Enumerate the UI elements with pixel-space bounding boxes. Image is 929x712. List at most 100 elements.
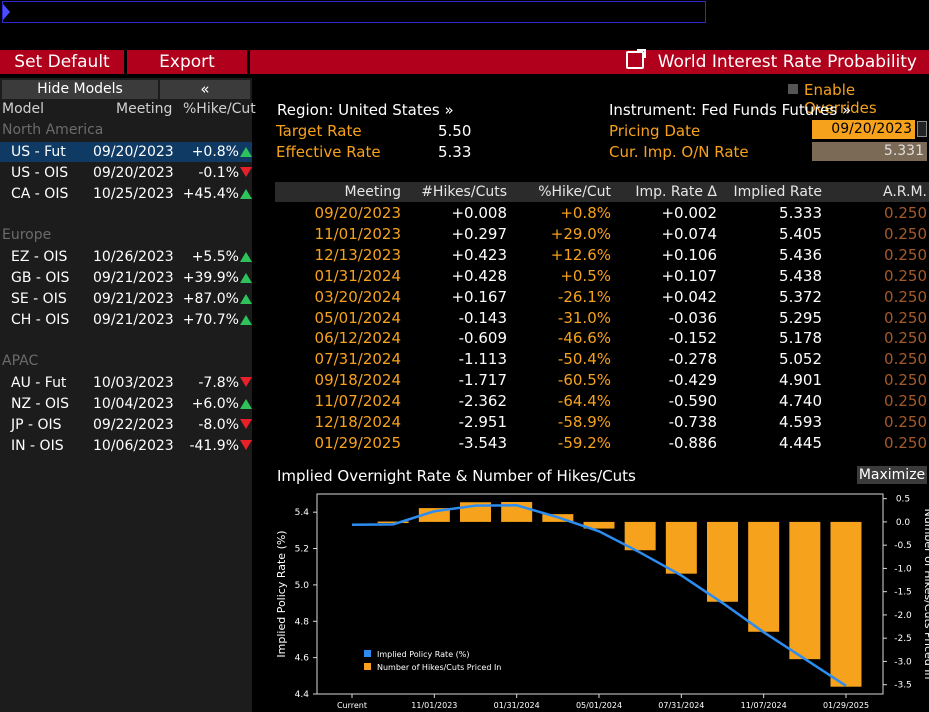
x-tick-label: 11/07/2024: [741, 701, 787, 710]
cell-implied-rate: 5.436: [779, 245, 822, 264]
model-pct: -7.8%: [198, 373, 252, 393]
model-name: JP - OIS: [11, 417, 62, 433]
table-row[interactable]: 12/18/2024 -2.951 -58.9% -0.738 4.593 0.250: [275, 412, 929, 433]
up-arrow-icon: [240, 252, 252, 262]
model-meeting: 09/21/2023: [93, 291, 174, 307]
model-row[interactable]: AU - Fut 10/03/2023 -7.8%: [0, 373, 252, 393]
table-row[interactable]: 11/01/2023 +0.297 +29.0% +0.074 5.405 0.250: [275, 224, 929, 245]
cell-rate-delta: -0.738: [668, 413, 717, 431]
external-link-icon[interactable]: [625, 49, 646, 69]
col-implied-rate[interactable]: Implied Rate: [733, 184, 822, 200]
table-row[interactable]: 11/07/2024 -2.362 -64.4% -0.590 4.740 0.250: [275, 391, 929, 412]
bar: [624, 521, 656, 551]
cell-rate-delta: +0.042: [661, 287, 717, 306]
collapse-panel-button[interactable]: «: [160, 80, 250, 99]
cell-implied-rate: 4.445: [779, 433, 822, 452]
table-row[interactable]: 12/13/2023 +0.423 +12.6% +0.106 5.436 0.250: [275, 245, 929, 266]
enable-overrides-checkbox[interactable]: [788, 84, 798, 94]
model-row[interactable]: IN - OIS 10/06/2023 -41.9%: [0, 436, 252, 456]
cell-pct: +0.8%: [560, 204, 611, 222]
cell-meeting: 09/18/2024: [314, 371, 401, 390]
window-title: World Interest Rate Probability: [625, 49, 917, 74]
cell-meeting: 01/31/2024: [314, 266, 401, 285]
x-tick-label: 01/31/2024: [494, 701, 540, 710]
table-row[interactable]: 06/12/2024 -0.609 -46.6% -0.152 5.178 0.250: [275, 328, 929, 349]
down-arrow-icon: [240, 167, 252, 177]
table-row[interactable]: 09/20/2023 +0.008 +0.8% +0.002 5.333 0.250: [275, 203, 929, 224]
model-row[interactable]: US - OIS 09/20/2023 -0.1%: [0, 163, 252, 183]
y-tick-label: 4.6: [295, 654, 310, 664]
model-row[interactable]: JP - OIS 09/22/2023 -8.0%: [0, 415, 252, 435]
up-arrow-icon: [240, 399, 252, 409]
col-arm[interactable]: A.R.M.: [883, 184, 927, 200]
maximize-button[interactable]: Maximize: [857, 466, 927, 484]
col-rate-delta[interactable]: Imp. Rate Δ: [635, 184, 717, 200]
cell-pct: -64.4%: [557, 392, 611, 411]
bar: [707, 521, 738, 602]
bar: [748, 521, 780, 632]
target-rate-label: Target Rate: [276, 122, 362, 140]
bar: [789, 521, 821, 660]
col-meeting[interactable]: Meeting: [344, 184, 401, 200]
y-tick-label: 4.8: [295, 617, 310, 627]
model-meeting: 09/21/2023: [93, 270, 174, 286]
on-rate-input[interactable]: 5.331: [812, 142, 927, 161]
cell-arm: 0.250: [884, 433, 927, 452]
model-meeting: 10/26/2023: [93, 249, 174, 265]
bar: [418, 508, 450, 522]
up-arrow-icon: [240, 189, 252, 199]
y2-tick-label: -2.0: [894, 611, 912, 621]
table-row[interactable]: 03/20/2024 +0.167 -26.1% +0.042 5.372 0.250: [275, 287, 929, 308]
up-arrow-icon: [240, 315, 252, 325]
table-row[interactable]: 05/01/2024 -0.143 -31.0% -0.036 5.295 0.250: [275, 308, 929, 329]
cell-rate-delta: -0.036: [668, 308, 717, 327]
instrument-selector[interactable]: Instrument: Fed Funds Futures »: [609, 101, 852, 119]
cell-arm: 0.250: [884, 350, 927, 369]
model-pct: +6.0%: [192, 394, 252, 414]
model-row[interactable]: CA - OIS 10/25/2023 +45.4%: [0, 184, 252, 204]
enable-overrides-label[interactable]: Enable Overrides: [804, 81, 877, 117]
model-name: IN - OIS: [11, 438, 64, 454]
cell-rate-delta: -0.278: [668, 350, 717, 369]
cell-hikes: -2.951: [458, 413, 507, 431]
cell-pct: +29.0%: [550, 224, 611, 243]
cell-implied-rate: 5.052: [779, 350, 822, 369]
cell-rate-delta: -0.590: [668, 392, 717, 411]
command-line[interactable]: [2, 1, 706, 23]
model-row[interactable]: NZ - OIS 10/04/2023 +6.0%: [0, 394, 252, 414]
pricing-date-input[interactable]: 09/20/2023: [812, 120, 915, 139]
cell-hikes: +0.167: [451, 287, 507, 306]
calendar-icon[interactable]: [917, 121, 927, 137]
model-row[interactable]: GB - OIS 09/21/2023 +39.9%: [0, 268, 252, 288]
model-meeting: 10/06/2023: [93, 438, 174, 454]
model-row[interactable]: EZ - OIS 10/26/2023 +5.5%: [0, 247, 252, 267]
model-meeting: 10/04/2023: [93, 396, 174, 412]
hide-models-button[interactable]: Hide Models: [2, 80, 158, 99]
col-pct[interactable]: %Hike/Cut: [538, 184, 611, 200]
model-row[interactable]: SE - OIS 09/21/2023 +87.0%: [0, 289, 252, 309]
export-button[interactable]: Export: [127, 50, 250, 74]
effective-rate-label: Effective Rate: [276, 143, 381, 161]
region-selector[interactable]: Region: United States »: [277, 101, 454, 119]
cell-implied-rate: 5.295: [779, 308, 822, 327]
rate-line: [351, 504, 847, 687]
cell-meeting: 07/31/2024: [314, 350, 401, 369]
target-rate-value: 5.50: [438, 122, 472, 140]
model-row[interactable]: CH - OIS 09/21/2023 +70.7%: [0, 310, 252, 330]
region-header: APAC: [2, 353, 39, 369]
cell-meeting: 01/29/2025: [314, 433, 401, 452]
cell-meeting: 12/18/2024: [314, 413, 401, 431]
model-meeting: 09/22/2023: [93, 417, 174, 433]
region-header: Europe: [2, 227, 52, 243]
cell-arm: 0.250: [884, 245, 927, 264]
model-row[interactable]: US - Fut 09/20/2023 +0.8%: [0, 142, 252, 162]
cell-meeting: 09/20/2023: [314, 204, 401, 222]
table-row[interactable]: 01/29/2025 -3.543 -59.2% -0.886 4.445 0.250: [275, 433, 929, 454]
col-hikes[interactable]: #Hikes/Cuts: [421, 184, 507, 200]
set-default-button[interactable]: Set Default: [0, 50, 127, 74]
cell-rate-delta: +0.074: [661, 224, 717, 243]
table-row[interactable]: 07/31/2024 -1.113 -50.4% -0.278 5.052 0.250: [275, 349, 929, 370]
table-row[interactable]: 09/18/2024 -1.717 -60.5% -0.429 4.901 0.250: [275, 370, 929, 391]
cell-rate-delta: -0.152: [668, 329, 717, 348]
table-row[interactable]: 01/31/2024 +0.428 +0.5% +0.107 5.438 0.250: [275, 266, 929, 287]
